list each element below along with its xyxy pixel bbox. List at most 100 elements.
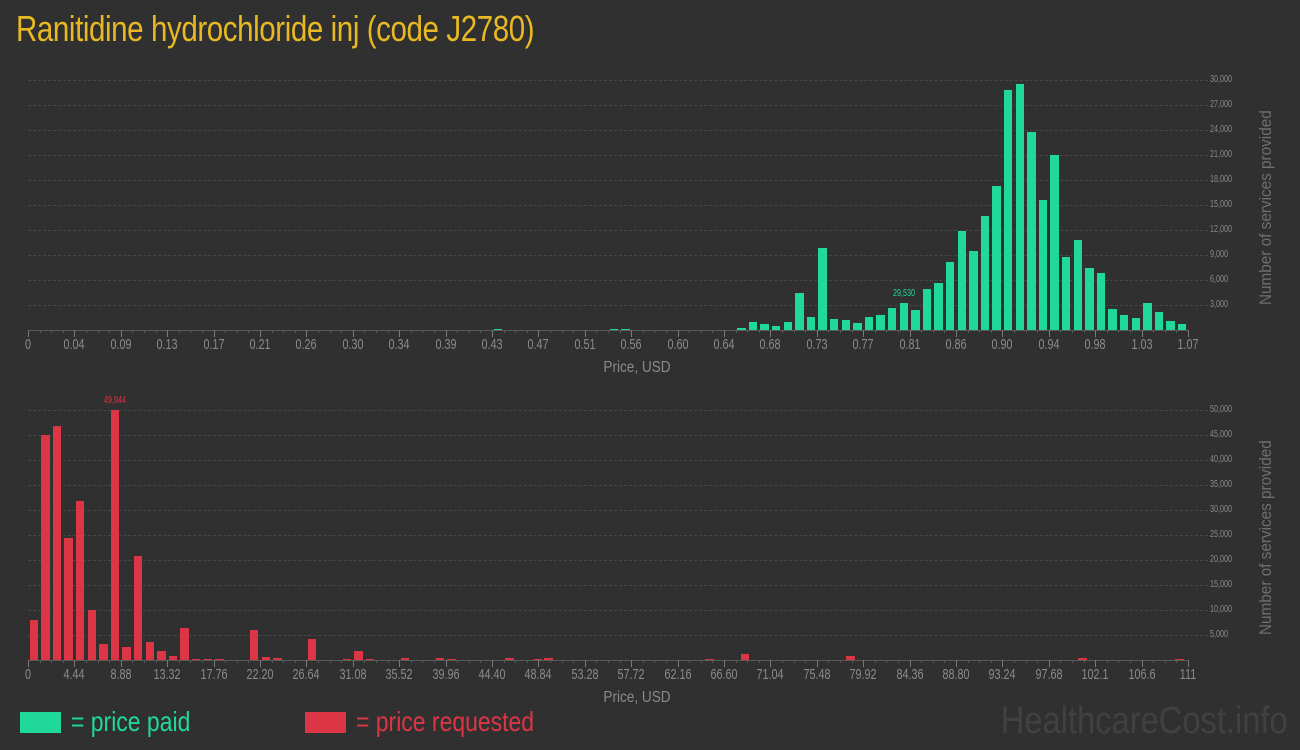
x-tick-minor <box>782 330 783 333</box>
x-tick-minor <box>155 330 157 333</box>
bar <box>1166 320 1175 330</box>
x-tick-minor <box>944 330 946 333</box>
bar <box>888 308 897 330</box>
x-tick-mark <box>352 330 354 337</box>
x-tick-minor <box>874 330 876 333</box>
x-tick-minor <box>1130 330 1131 333</box>
x-tick-mark <box>1048 330 1050 337</box>
x-tick-minor <box>318 660 319 663</box>
x-tick-minor <box>329 330 331 333</box>
bar <box>203 658 212 660</box>
x-tick-minor <box>51 660 53 663</box>
bar <box>308 639 317 660</box>
gridline <box>28 280 1208 281</box>
legend-swatch-requested <box>304 711 346 733</box>
x-tick-mark <box>74 330 76 337</box>
x-tick-minor <box>1176 660 1178 663</box>
bar <box>760 324 769 330</box>
bar <box>168 656 178 660</box>
x-tick-label: 0.64 <box>713 336 735 353</box>
x-tick-minor <box>376 660 377 663</box>
gridline <box>28 180 1208 181</box>
x-tick-mark <box>74 660 76 667</box>
x-tick-mark <box>1141 330 1143 337</box>
x-tick-minor <box>654 660 656 663</box>
x-tick-label: 4.44 <box>63 666 85 683</box>
bar <box>64 538 73 660</box>
x-tick-mark <box>770 660 772 667</box>
x-tick-minor <box>422 660 424 663</box>
x-tick-minor <box>526 660 528 663</box>
gridline <box>28 535 1208 536</box>
gridline <box>28 485 1208 486</box>
x-tick-minor <box>410 330 412 333</box>
x-tick-label: 0.77 <box>852 336 874 353</box>
x-tick-minor <box>294 660 296 663</box>
x-tick-minor <box>1106 660 1108 663</box>
x-tick-minor <box>898 660 899 663</box>
x-tick-minor <box>561 330 563 333</box>
x-tick-minor <box>422 330 424 333</box>
legend-swatch-paid <box>20 711 61 733</box>
x-tick-minor <box>642 330 644 333</box>
x-tick-mark <box>677 660 679 667</box>
gridline <box>28 610 1208 611</box>
x-tick-minor <box>468 660 470 663</box>
x-tick-label: 0.98 <box>1084 336 1106 353</box>
y-tick-label: 10,000 <box>1210 604 1233 615</box>
x-tick-mark <box>816 330 818 337</box>
bar <box>740 654 750 660</box>
x-tick-minor <box>526 330 528 333</box>
bar <box>1108 309 1117 330</box>
x-tick-label: 111 <box>1179 666 1197 683</box>
y-tick-label: 12,000 <box>1210 224 1233 235</box>
x-tick-label: 53.28 <box>571 666 599 683</box>
x-tick-mark <box>538 660 540 667</box>
x-tick-mark <box>399 330 401 337</box>
bar <box>899 303 908 330</box>
gridline <box>28 635 1208 636</box>
x-tick-label: 22.20 <box>246 666 274 683</box>
x-tick-minor <box>666 660 667 663</box>
x-tick-minor <box>62 660 64 663</box>
x-tick-minor <box>700 660 702 663</box>
x-tick-mark <box>816 660 818 667</box>
legend-label-paid: = price paid <box>71 706 191 737</box>
x-tick-minor <box>828 660 830 663</box>
y-tick-label: 15,000 <box>1210 199 1233 210</box>
x-tick-label: 0.13 <box>156 336 178 353</box>
x-tick-minor <box>1164 660 1166 663</box>
x-tick-minor <box>236 330 238 333</box>
x-tick-minor <box>1014 660 1015 663</box>
x-tick-minor <box>921 330 923 333</box>
bar <box>841 320 850 330</box>
y-tick-label: 40,000 <box>1210 454 1233 465</box>
x-tick-minor <box>851 660 853 663</box>
x-tick-minor <box>1060 660 1062 663</box>
bar <box>493 328 502 330</box>
x-tick-minor <box>503 660 505 663</box>
x-tick-mark <box>584 660 586 667</box>
x-tick-minor <box>225 330 227 333</box>
x-tick-minor <box>178 660 180 663</box>
y-tick-label: 30,000 <box>1210 74 1233 85</box>
x-tick-label: 79.92 <box>849 666 877 683</box>
x-tick-minor <box>387 330 389 333</box>
gridline <box>28 560 1208 561</box>
x-tick-mark <box>28 660 29 667</box>
x-tick-mark <box>538 330 540 337</box>
peak-value-label: 29,530 <box>892 288 915 300</box>
x-tick-minor <box>132 660 134 663</box>
x-tick-minor <box>457 660 459 663</box>
x-tick-label: 84.36 <box>896 666 924 683</box>
x-tick-minor <box>178 330 180 333</box>
y-tick-label: 27,000 <box>1210 99 1233 110</box>
x-tick-mark <box>1188 330 1189 337</box>
x-tick-minor <box>364 330 366 333</box>
x-tick-minor <box>202 660 203 663</box>
x-tick-minor <box>561 660 563 663</box>
y-tick-label: 25,000 <box>1210 529 1233 540</box>
gridline <box>28 80 1208 81</box>
x-tick-label: 0.94 <box>1038 336 1060 353</box>
x-tick-label: 0.51 <box>574 336 596 353</box>
